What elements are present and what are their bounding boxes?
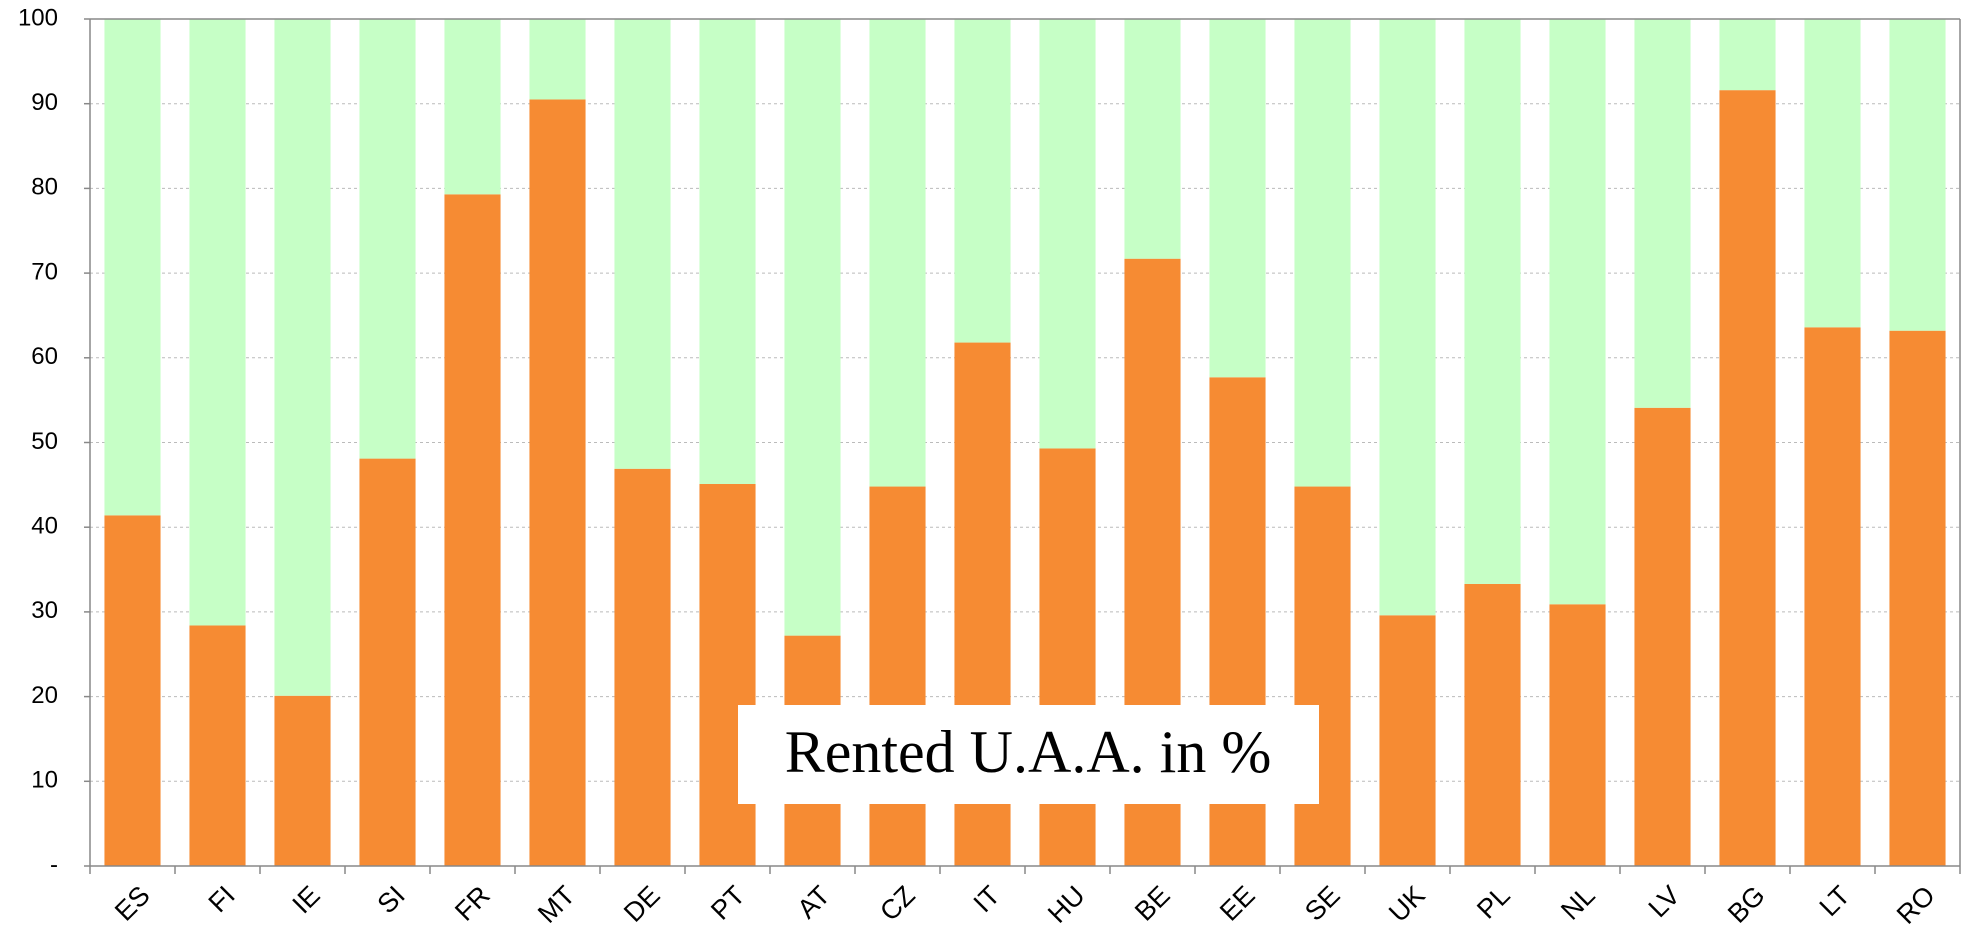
bar-segment xyxy=(1379,19,1436,616)
x-tick-label: ES xyxy=(109,880,156,927)
bar-segment xyxy=(529,99,586,867)
x-tick-label: BE xyxy=(1129,880,1176,927)
y-tick-label: - xyxy=(50,851,58,878)
annotation-box xyxy=(738,705,1319,804)
y-tick-label: 20 xyxy=(31,682,58,709)
bar-segment xyxy=(1209,19,1266,378)
bar-segment xyxy=(699,19,756,485)
x-tick-label: LT xyxy=(1814,880,1856,922)
bar-segment xyxy=(1889,19,1946,331)
bar-segment xyxy=(444,194,501,867)
bar-segment xyxy=(869,486,926,866)
y-tick-label: 30 xyxy=(31,597,58,624)
bar-segment xyxy=(1804,19,1861,328)
x-tick-label: UK xyxy=(1383,880,1431,928)
x-tick-label: MT xyxy=(532,880,581,929)
x-tick-label: PT xyxy=(705,880,751,926)
bar-segment xyxy=(954,19,1011,343)
bar-segment xyxy=(189,625,246,866)
bar-segment xyxy=(1039,19,1096,449)
bar-segment xyxy=(359,458,416,866)
bar-segment xyxy=(1549,19,1606,605)
x-tick-label: PL xyxy=(1471,880,1516,925)
bar-segment xyxy=(444,19,501,195)
bar-segment xyxy=(274,19,331,696)
x-tick-label: SI xyxy=(372,880,411,919)
bar-segment xyxy=(1634,19,1691,408)
bar-segment xyxy=(1379,615,1436,866)
x-tick-label: NL xyxy=(1555,880,1601,926)
y-tick-label: 100 xyxy=(18,4,58,31)
bar-segment xyxy=(1719,19,1776,91)
bar-segment xyxy=(1124,19,1181,259)
x-tick-label: SE xyxy=(1299,880,1346,927)
bar-segment xyxy=(1464,19,1521,584)
x-tick-label: FI xyxy=(203,880,241,918)
x-tick-label: CZ xyxy=(874,880,921,927)
y-tick-label: 10 xyxy=(31,767,58,794)
x-tick-label: IE xyxy=(287,880,326,919)
bar-segment xyxy=(1294,19,1351,487)
x-tick-label: IT xyxy=(968,880,1006,918)
bar-segment xyxy=(1634,407,1691,866)
x-tick-label: HU xyxy=(1042,880,1091,929)
bar-segment xyxy=(1719,90,1776,866)
x-tick-label: LV xyxy=(1643,880,1686,923)
bar-segment xyxy=(869,19,926,487)
x-tick-label: RO xyxy=(1891,880,1941,930)
bar-segment xyxy=(1804,327,1861,867)
bar-segment xyxy=(1889,330,1946,866)
y-tick-label: 60 xyxy=(31,343,58,370)
bar-segment xyxy=(1464,583,1521,866)
y-tick-label: 70 xyxy=(31,258,58,285)
x-tick-label: DE xyxy=(618,880,666,928)
bar-segment xyxy=(104,19,161,516)
bar-segment xyxy=(189,19,246,626)
bar-segment xyxy=(1294,486,1351,866)
bar-segment xyxy=(614,19,671,469)
x-tick-label: BG xyxy=(1722,880,1771,929)
annotation: Rented U.A.A. in % xyxy=(785,719,1272,785)
bar-segment xyxy=(274,695,331,866)
bar-segment xyxy=(614,468,671,866)
y-tick-label: 50 xyxy=(31,428,58,455)
bar-segment xyxy=(359,19,416,459)
bar-segment xyxy=(699,484,756,866)
bar-segment xyxy=(784,19,841,636)
x-tick-label: EE xyxy=(1214,880,1261,927)
y-tick-label: 80 xyxy=(31,174,58,201)
bar-segment xyxy=(529,19,586,100)
x-tick-label: FR xyxy=(449,880,496,927)
bar-segment xyxy=(1549,604,1606,866)
bar-segment xyxy=(104,515,161,866)
x-tick-label: AT xyxy=(792,880,836,924)
y-tick-label: 90 xyxy=(31,89,58,116)
y-tick-label: 40 xyxy=(31,513,58,540)
